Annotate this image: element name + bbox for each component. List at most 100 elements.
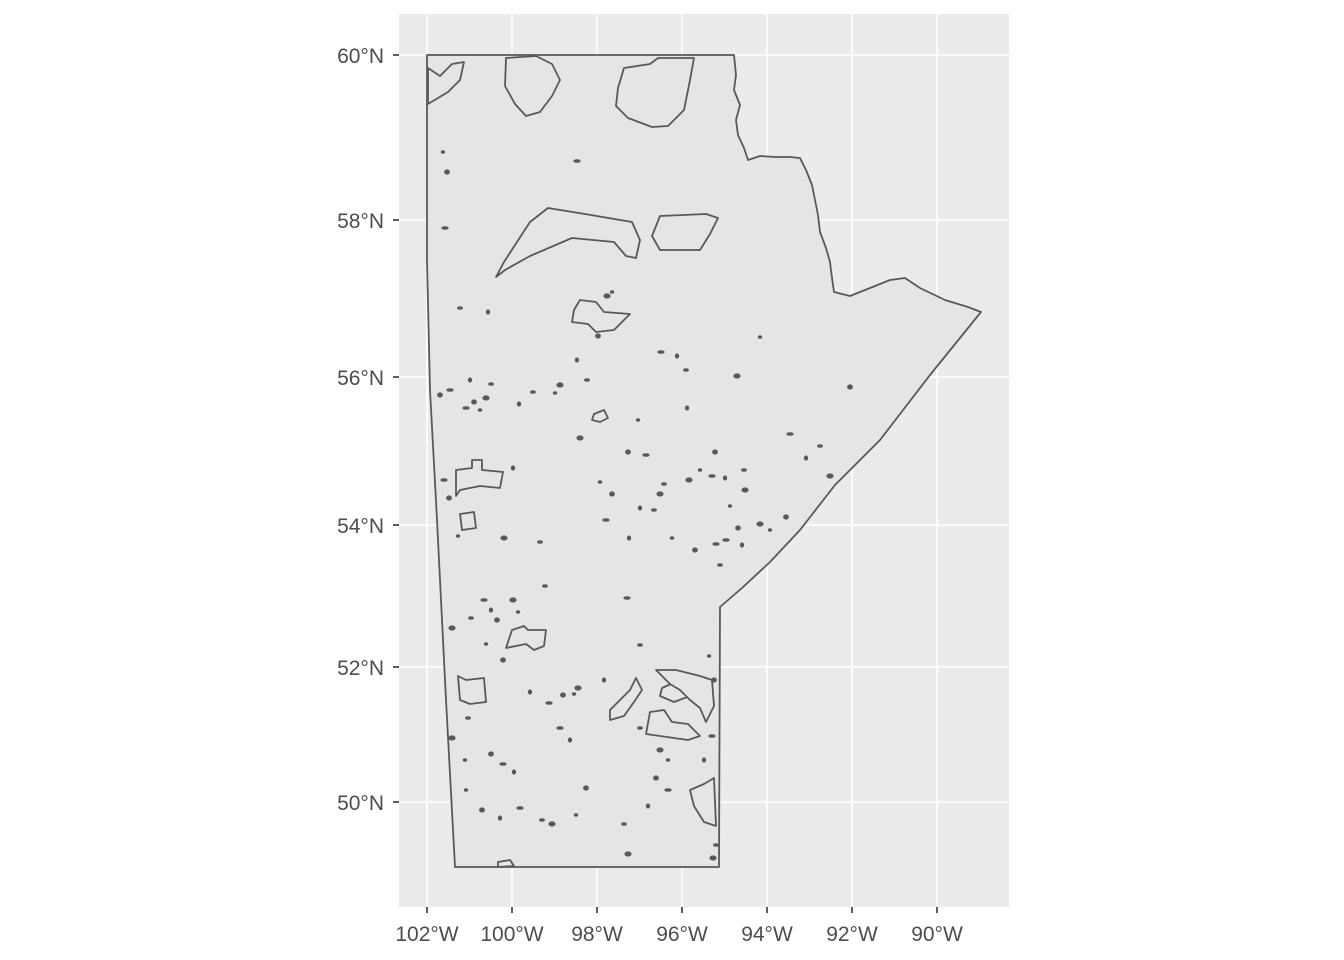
small-lake (826, 473, 834, 479)
small-lake (651, 508, 657, 512)
small-lake (515, 610, 521, 614)
small-lake (623, 596, 631, 600)
small-lake (448, 735, 456, 741)
lake-bottom (497, 859, 515, 868)
small-lake (645, 803, 651, 809)
small-lake (664, 788, 672, 792)
small-lake (657, 350, 665, 354)
small-lake (624, 851, 632, 857)
small-lake (602, 518, 610, 522)
lake-river-east (655, 669, 715, 723)
small-lake (560, 692, 566, 698)
lake-south-edge (689, 777, 717, 827)
province-map (426, 54, 982, 868)
small-lake (683, 368, 689, 372)
small-lake (697, 468, 703, 472)
small-lake (571, 692, 577, 696)
x-tick-label: 94°W (741, 923, 793, 946)
small-lake (500, 535, 508, 541)
small-lake (637, 726, 643, 730)
small-lake (530, 390, 536, 394)
small-lake (455, 534, 461, 538)
small-lake (609, 491, 615, 497)
small-lake (635, 418, 641, 422)
small-lake (708, 474, 716, 478)
x-tick-label: 98°W (571, 923, 623, 946)
small-lake (539, 818, 545, 822)
lake-southeast-1 (645, 709, 701, 741)
small-lake (685, 477, 693, 483)
small-lake (556, 382, 564, 388)
small-lake (574, 685, 582, 691)
small-lake (516, 401, 522, 407)
small-lake (497, 815, 503, 821)
small-lake (488, 382, 494, 386)
lake-northwest (427, 61, 465, 105)
small-lake (584, 378, 590, 382)
small-lake (625, 449, 631, 455)
small-lake (574, 357, 580, 363)
small-lake (708, 734, 716, 738)
lake-central-east (651, 213, 719, 251)
small-lake (669, 536, 675, 540)
small-lake (741, 487, 749, 493)
small-lake (713, 843, 719, 847)
small-lake (767, 528, 773, 532)
small-lake (674, 353, 680, 359)
small-lake (457, 306, 463, 310)
y-axis-labels: 50°N 52°N 54°N 56°N 58°N 60°N (337, 45, 384, 815)
small-lake (786, 432, 794, 436)
small-lake (444, 169, 450, 175)
x-tick-label: 102°W (395, 923, 458, 946)
small-lake (467, 377, 473, 383)
small-lake (477, 408, 483, 412)
small-lake (665, 758, 671, 762)
small-lake (653, 775, 659, 781)
lake-middle (571, 299, 631, 333)
small-lake (465, 716, 471, 720)
small-lake (468, 616, 474, 620)
small-lake (803, 455, 809, 461)
x-tick-label: 96°W (656, 923, 708, 946)
small-lake (739, 542, 745, 548)
small-lake (741, 468, 747, 472)
small-lake (545, 701, 553, 705)
x-tick-label: 92°W (826, 923, 878, 946)
small-lake (711, 677, 717, 683)
lake-north-2 (615, 57, 695, 128)
small-lake (542, 584, 548, 588)
small-lakes (437, 150, 853, 861)
small-lake (783, 514, 789, 520)
small-lake (483, 642, 489, 646)
small-lake (548, 821, 556, 827)
small-lake (446, 495, 452, 501)
lake-west-2 (459, 511, 477, 531)
small-lake (733, 373, 741, 379)
small-lake (576, 435, 584, 441)
small-lake (440, 150, 446, 154)
small-lake (509, 597, 517, 603)
y-tick-label: 60°N (337, 45, 384, 68)
small-lake (440, 478, 448, 482)
small-lake (661, 482, 667, 486)
y-tick-label: 56°N (337, 367, 384, 390)
small-lake (511, 769, 517, 775)
lake-west-1 (455, 459, 504, 497)
lake-central-long (495, 207, 641, 278)
y-tick-label: 50°N (337, 792, 384, 815)
lake-west-3 (505, 625, 547, 651)
small-lake (573, 159, 581, 163)
small-lake (692, 547, 698, 553)
y-tick-label: 54°N (337, 515, 384, 538)
lake-southwest (457, 675, 487, 705)
small-lake (488, 751, 494, 757)
small-lake (462, 758, 468, 762)
small-lake (510, 465, 516, 471)
x-axis-labels: 102°W 100°W 98°W 96°W 94°W 92°W 90°W (395, 923, 963, 946)
small-lake (722, 538, 730, 542)
lake-small-1 (591, 409, 609, 423)
small-lake (441, 226, 449, 230)
small-lake (642, 453, 650, 457)
small-lake (656, 747, 664, 753)
small-lake (637, 505, 643, 511)
